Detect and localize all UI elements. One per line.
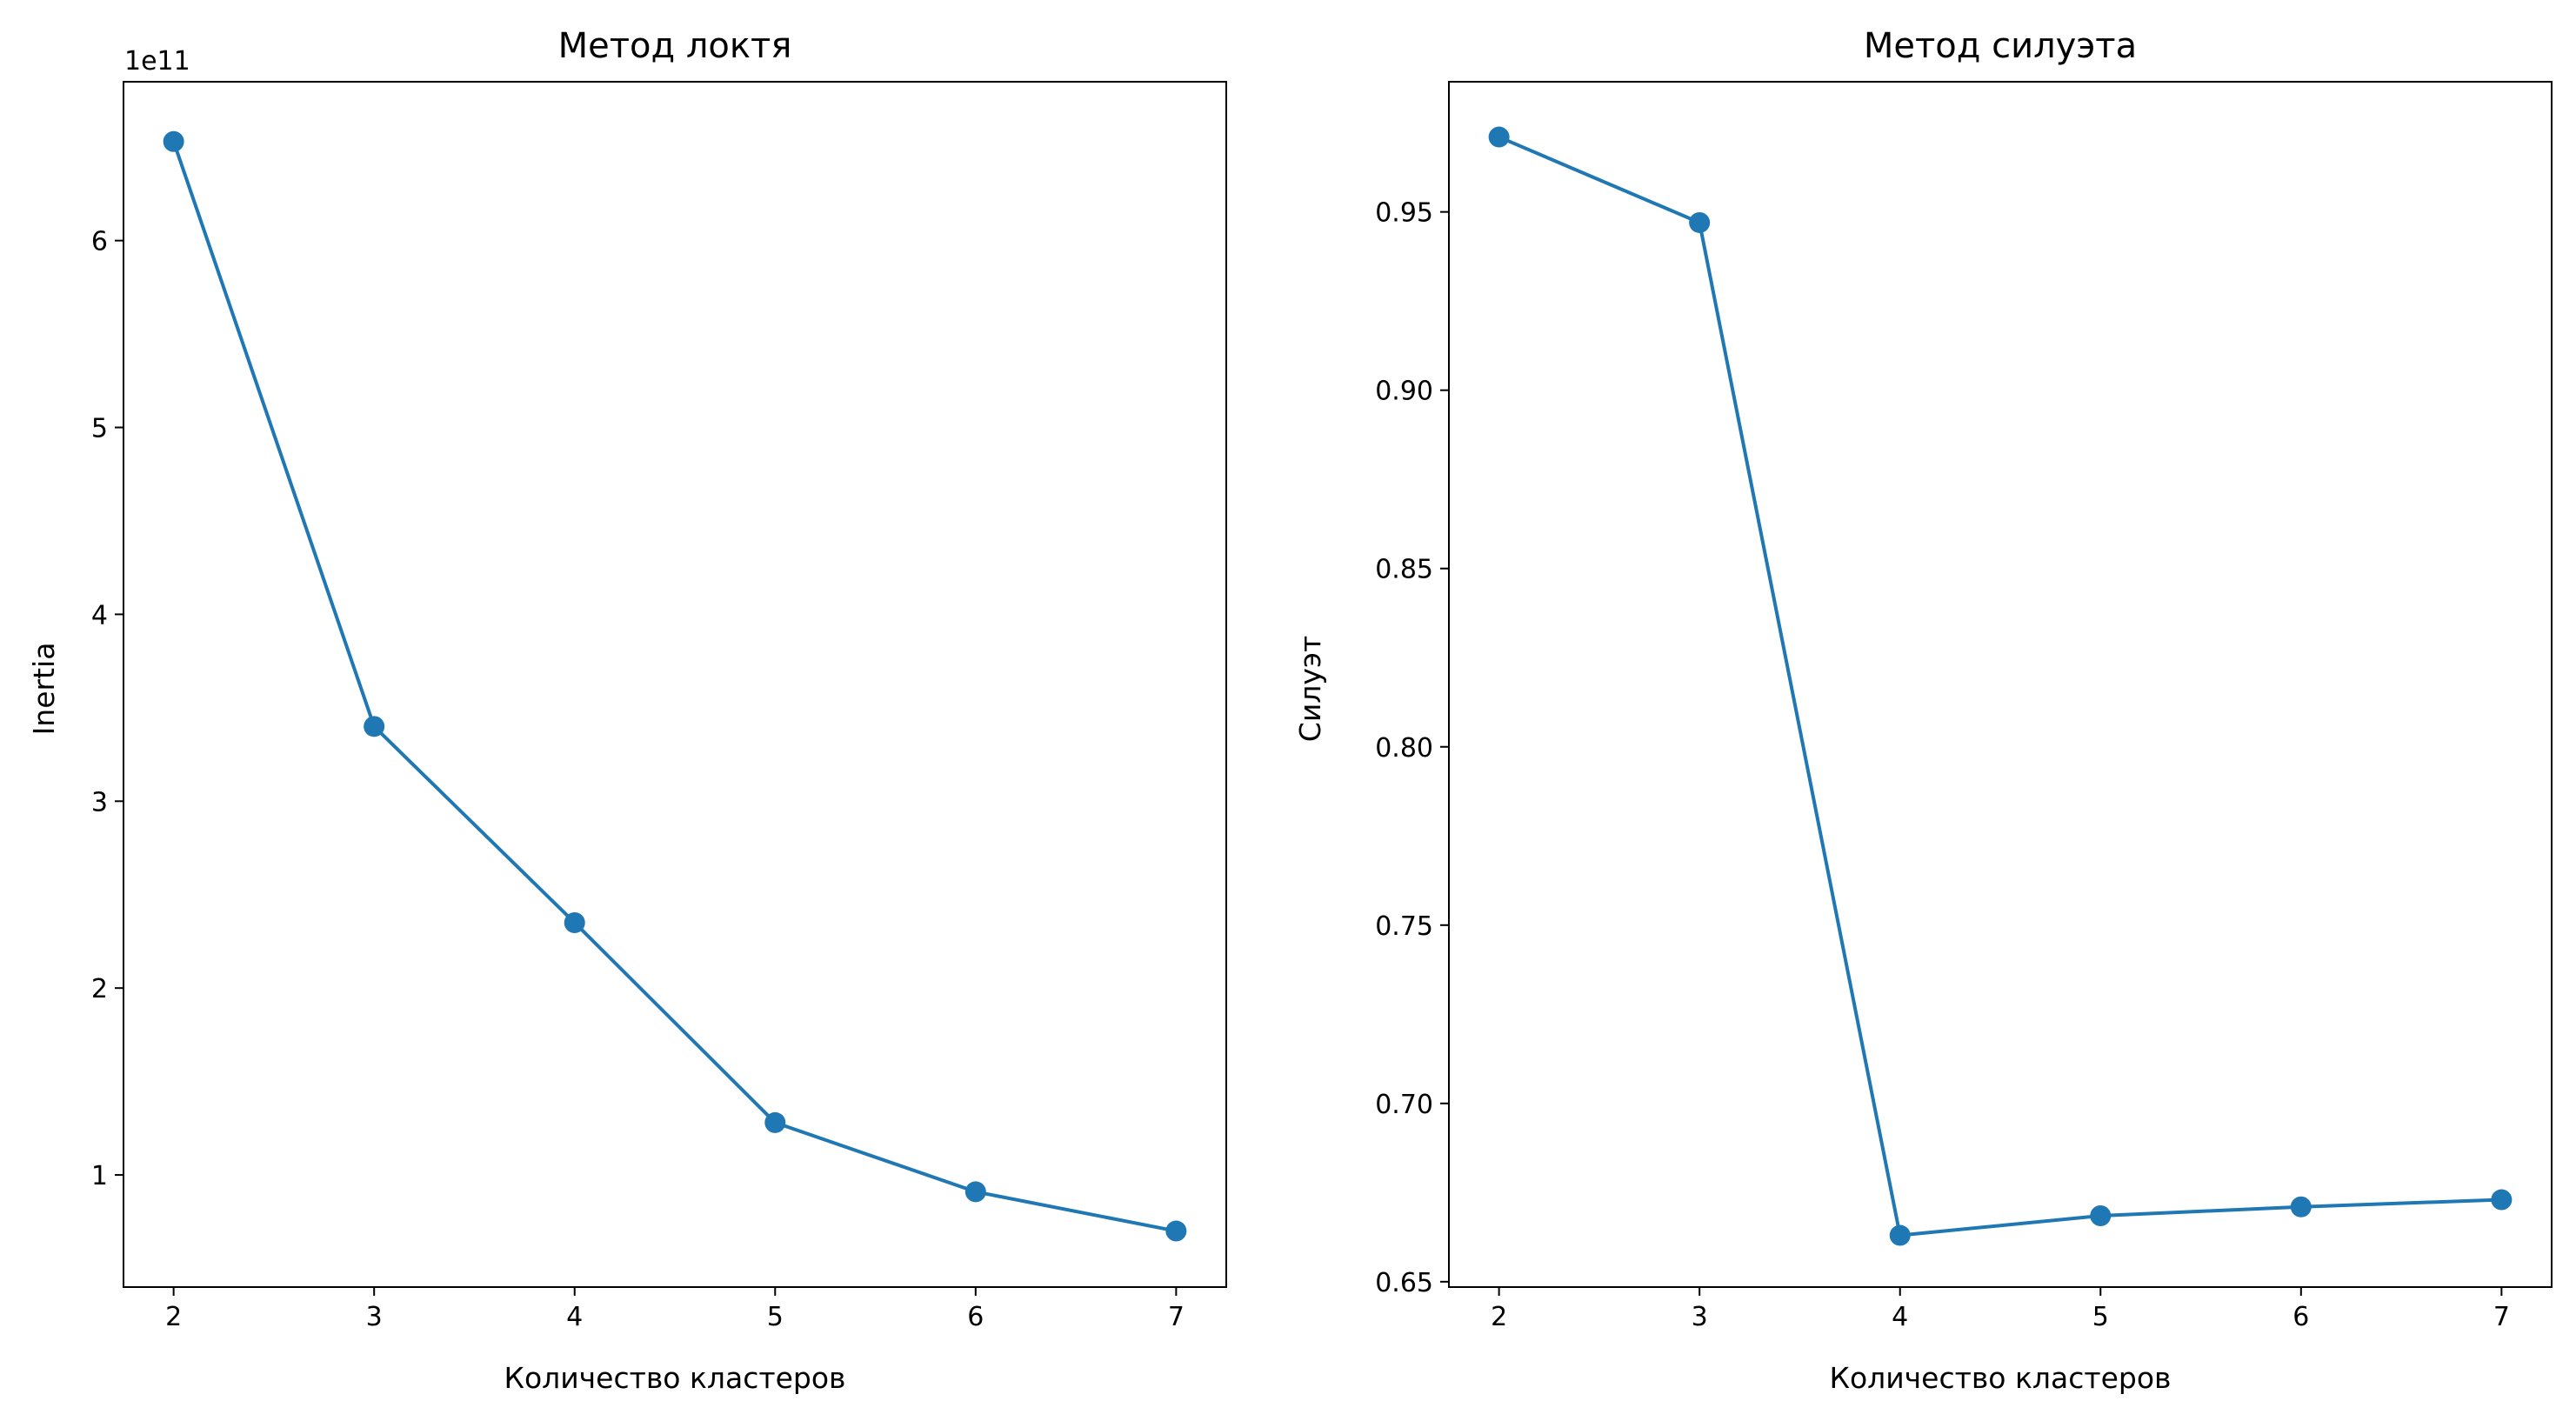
elbow-data-point — [564, 911, 585, 933]
elbow-series-line — [171, 141, 1177, 1233]
elbow-y-axis-label: Inertia — [27, 643, 61, 736]
elbow-y-tick-label: 3 — [91, 787, 108, 817]
elbow-y-tick-label: 1 — [91, 1161, 108, 1191]
silhouette-x-tick-label: 3 — [1692, 1302, 1708, 1332]
elbow-y-tick-label: 5 — [91, 414, 108, 444]
silhouette-y-tick-label: 0.90 — [1375, 377, 1433, 407]
elbow-x-axis-label: Количество кластеров — [504, 1361, 846, 1395]
silhouette-data-point — [2290, 1196, 2312, 1218]
silhouette-data-point — [2491, 1189, 2513, 1211]
silhouette-x-tick-label: 5 — [2092, 1302, 2109, 1332]
elbow-x-tick-label: 5 — [767, 1302, 784, 1332]
silhouette-y-tick-label: 0.80 — [1375, 733, 1433, 764]
elbow-data-point — [163, 130, 184, 152]
elbow-y-offset-label: 1e11 — [124, 46, 190, 77]
elbow-x-tick-label: 2 — [165, 1302, 182, 1332]
elbow-data-point — [964, 1181, 986, 1203]
silhouette-y-tick-label: 0.65 — [1375, 1268, 1433, 1298]
elbow-y-tick-label: 4 — [91, 600, 108, 630]
elbow-x-tick-label: 3 — [366, 1302, 383, 1332]
silhouette-data-point — [1689, 211, 1711, 233]
silhouette-chart: Метод силуэта Силуэт Количество кластеро… — [1293, 26, 2553, 1395]
silhouette-series-line — [1498, 135, 2502, 1238]
elbow-data-point — [1165, 1220, 1187, 1242]
silhouette-data-point — [1889, 1224, 1911, 1246]
silhouette-y-tick-label: 0.95 — [1375, 198, 1433, 229]
elbow-x-tick-label: 4 — [566, 1302, 583, 1332]
elbow-data-point — [364, 716, 385, 737]
silhouette-y-tick-label: 0.70 — [1375, 1090, 1433, 1120]
elbow-x-tick-label: 6 — [967, 1302, 984, 1332]
elbow-y-tick-label: 6 — [91, 227, 108, 257]
elbow-chart-title: Метод локтя — [558, 26, 792, 66]
elbow-x-tick-label: 7 — [1168, 1302, 1185, 1332]
silhouette-chart-title: Метод силуэта — [1864, 26, 2137, 66]
silhouette-data-point — [1488, 126, 1510, 148]
silhouette-x-tick-label: 2 — [1491, 1302, 1507, 1332]
silhouette-data-point — [2090, 1204, 2112, 1226]
elbow-data-point — [764, 1111, 786, 1133]
elbow-y-tick-label: 2 — [91, 974, 108, 1004]
silhouette-x-tick-label: 7 — [2493, 1302, 2510, 1332]
silhouette-x-tick-label: 6 — [2292, 1302, 2309, 1332]
elbow-plot-frame — [123, 81, 1227, 1288]
silhouette-y-tick-label: 0.85 — [1375, 555, 1433, 585]
silhouette-plot-frame — [1448, 81, 2553, 1288]
silhouette-y-axis-label: Силуэт — [1293, 636, 1327, 742]
silhouette-x-tick-label: 4 — [1892, 1302, 1908, 1332]
silhouette-y-tick-label: 0.75 — [1375, 911, 1433, 942]
silhouette-x-axis-label: Количество кластеров — [1830, 1361, 2172, 1395]
elbow-chart: Метод локтя 1e11 Inertia Количество клас… — [27, 26, 1227, 1395]
